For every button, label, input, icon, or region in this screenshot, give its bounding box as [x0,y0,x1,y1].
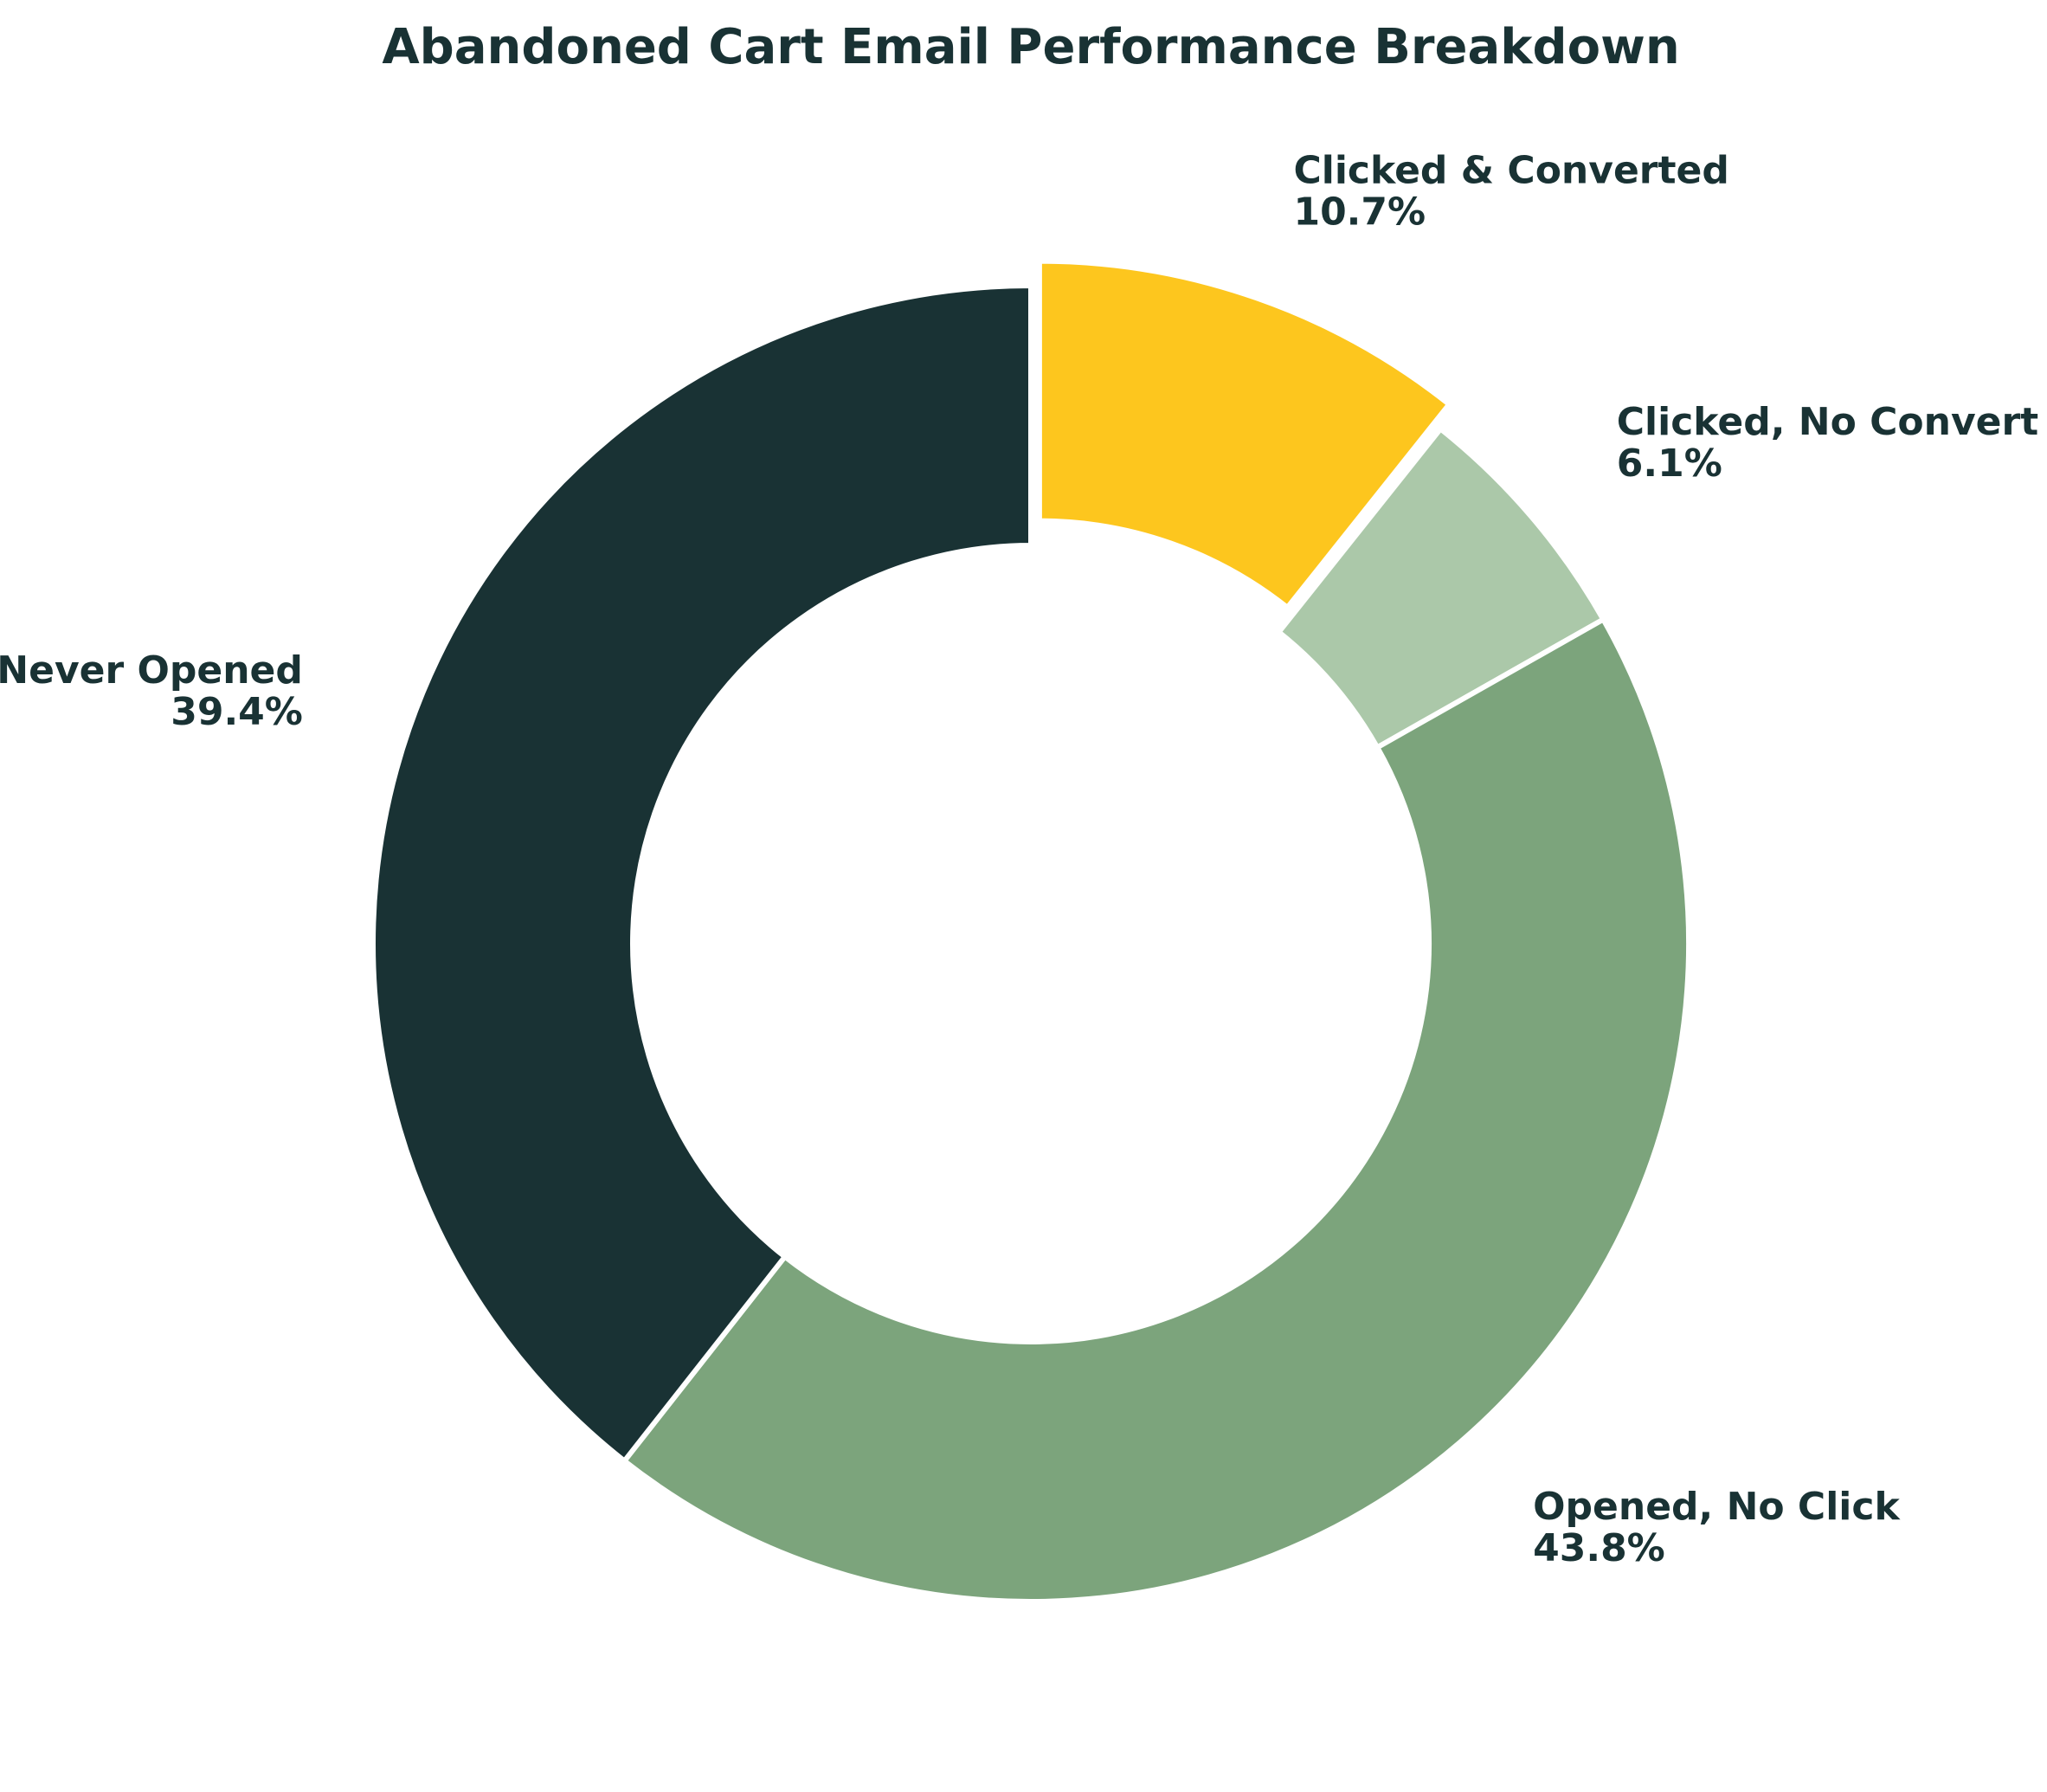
slice-name-opened-no-click: Opened, No Click [1533,1485,1901,1529]
slice-percent-clicked-converted: 10.7% [1293,190,1426,234]
slice-name-never-opened: Never Opened [0,648,303,693]
chart-title: Abandoned Cart Email Performance Breakdo… [382,19,1679,75]
slice-percent-clicked-no-convert: 6.1% [1617,442,1722,486]
slice-name-clicked-converted: Clicked & Converted [1293,148,1728,192]
slice-name-clicked-no-convert: Clicked, No Convert [1617,400,2038,444]
slice-never-opened [370,282,1033,1465]
slice-percent-never-opened: 39.4% [171,690,303,734]
slice-opened-no-click [621,616,1691,1604]
slices-layer [370,258,1691,1604]
slice-clicked-converted [1036,258,1453,611]
slice-percent-opened-no-click: 43.8% [1533,1526,1665,1570]
